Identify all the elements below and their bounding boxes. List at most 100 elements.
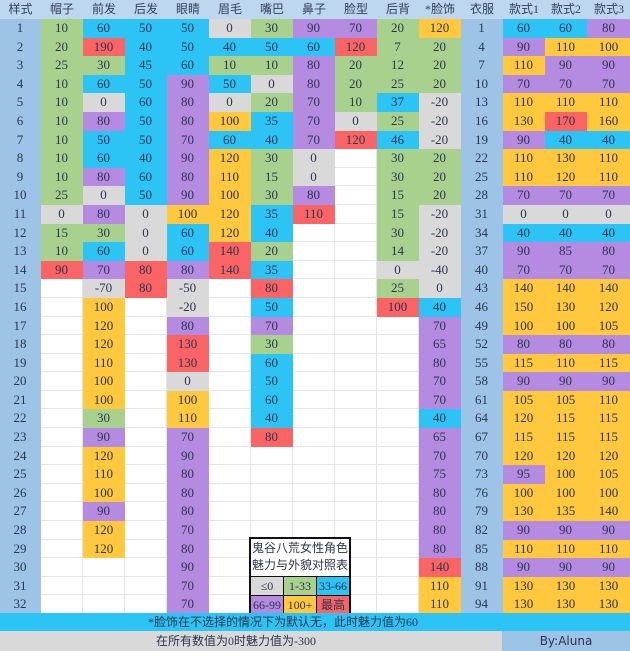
value-cell: 35 [251, 260, 293, 280]
value-cell [377, 409, 419, 429]
value-cell [293, 502, 335, 522]
row-index: 21 [0, 390, 41, 410]
value-cell: 0 [545, 204, 587, 224]
value-cell: 100 [209, 111, 251, 131]
value-cell: 110 [587, 93, 630, 112]
value-cell [293, 353, 335, 373]
column-header: 后背 [385, 2, 410, 16]
value-cell: 10 [335, 93, 377, 112]
value-cell: 130 [587, 576, 630, 596]
value-cell: 90 [503, 130, 545, 150]
value-cell: 60 [503, 19, 545, 38]
value-cell: 115 [503, 353, 545, 373]
value-cell [41, 465, 83, 484]
value-cell: 65 [419, 335, 461, 354]
value-cell: 80 [167, 316, 209, 336]
value-cell: 110 [419, 595, 461, 614]
value-cell: 60 [545, 19, 587, 38]
value-cell [335, 260, 377, 280]
value-cell: 70 [419, 446, 461, 466]
legend-item: 33-66 [317, 577, 349, 595]
value-cell: 80 [587, 19, 630, 38]
value-cell: 130 [503, 576, 545, 596]
value-cell: -20 [419, 242, 461, 261]
value-cell: 40 [125, 37, 167, 57]
value-cell: 130 [545, 576, 587, 596]
value-cell [251, 502, 293, 522]
clothing-id: 61 [461, 390, 503, 410]
value-cell: 50 [125, 74, 167, 94]
value-cell: 105 [587, 465, 630, 484]
value-cell: 115 [587, 428, 630, 447]
row-index: 28 [0, 521, 41, 540]
value-cell: 70 [545, 186, 587, 205]
value-cell: 10 [41, 167, 83, 187]
value-cell: 0 [503, 204, 545, 224]
value-cell: -20 [167, 297, 209, 317]
value-cell: 25 [41, 186, 83, 205]
value-cell [125, 576, 167, 596]
value-cell [335, 390, 377, 410]
value-cell: 0 [41, 204, 83, 224]
value-cell: 15 [377, 204, 419, 224]
value-cell: 80 [83, 167, 125, 187]
value-cell: 40 [209, 37, 251, 57]
value-cell [335, 409, 377, 429]
row-index: 31 [0, 576, 41, 596]
value-cell [209, 316, 251, 336]
value-cell: 120 [209, 204, 251, 224]
value-cell: 70 [83, 260, 125, 280]
value-cell: 60 [167, 56, 209, 75]
value-cell [335, 483, 377, 503]
value-cell: 90 [545, 56, 587, 75]
value-cell [209, 409, 251, 429]
value-cell: 60 [167, 242, 209, 261]
value-cell [335, 372, 377, 391]
row-index: 7 [0, 130, 41, 150]
value-cell: 0 [293, 149, 335, 168]
clothing-id: 94 [461, 595, 503, 614]
value-cell: 105 [545, 390, 587, 410]
value-cell: 60 [251, 353, 293, 373]
value-cell: 100 [83, 483, 125, 503]
value-cell: 100 [167, 204, 209, 224]
value-cell [41, 558, 83, 577]
value-cell: 30 [251, 335, 293, 354]
value-cell [293, 242, 335, 261]
value-cell: 70 [293, 130, 335, 150]
value-cell: 10 [41, 93, 83, 112]
value-cell: 40 [587, 223, 630, 243]
table-row: 21 100 100 60 70 61 105 105 110 [0, 390, 630, 410]
value-cell: 120 [587, 446, 630, 466]
value-cell [41, 595, 83, 614]
clothing-id: 40 [461, 260, 503, 280]
value-cell: 115 [545, 428, 587, 447]
value-cell [377, 446, 419, 466]
value-cell [83, 576, 125, 596]
value-cell: 80 [419, 539, 461, 559]
value-cell [251, 446, 293, 466]
value-cell: 80 [293, 74, 335, 94]
value-cell [209, 446, 251, 466]
value-cell: 70 [419, 372, 461, 391]
column-header: 后发 [133, 2, 158, 16]
value-cell: 90 [503, 521, 545, 540]
value-cell [41, 390, 83, 410]
column-header: 前发 [91, 2, 116, 16]
value-cell: 50 [167, 19, 209, 38]
value-cell [125, 297, 167, 317]
value-cell: 25 [377, 74, 419, 94]
value-cell [41, 335, 83, 354]
value-cell [209, 428, 251, 447]
column-header: 款式1 [508, 2, 539, 16]
table-row: 8 10 60 40 90 120 30 0 30 20 22 110 130 110 [0, 149, 630, 168]
table-row: 10 25 0 50 90 100 30 80 15 20 28 70 70 70 [0, 186, 630, 205]
value-cell: 80 [167, 111, 209, 131]
value-cell [377, 521, 419, 540]
value-cell: 20 [41, 37, 83, 57]
value-cell [335, 521, 377, 540]
value-cell: 110 [545, 353, 587, 373]
value-cell [41, 521, 83, 540]
value-cell: 50 [167, 37, 209, 57]
value-cell [251, 465, 293, 484]
